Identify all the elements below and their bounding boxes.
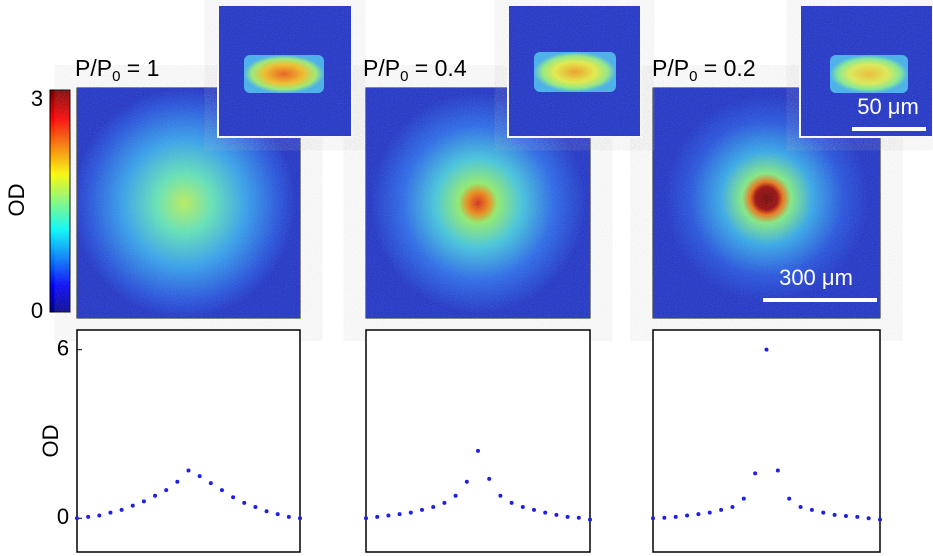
plot-frame	[76, 329, 301, 553]
data-point	[108, 510, 113, 515]
inset-3	[799, 4, 933, 138]
data-point	[208, 481, 213, 486]
data-point	[543, 510, 548, 515]
data-point	[843, 514, 848, 519]
colorbar-label: OD	[4, 184, 29, 217]
data-point	[821, 510, 826, 515]
data-point	[809, 507, 814, 512]
colorbar-min: 0	[31, 298, 43, 323]
y-tick-label: 0	[57, 504, 69, 529]
data-point	[565, 514, 570, 519]
panel-label: P/P0 = 0.4	[363, 55, 467, 85]
data-point	[588, 517, 592, 522]
data-point	[775, 468, 780, 473]
data-point	[707, 510, 712, 515]
data-point	[386, 513, 391, 518]
data-point	[866, 516, 871, 521]
data-point	[264, 509, 269, 514]
data-point	[509, 500, 514, 505]
data-point	[453, 493, 458, 498]
data-point	[662, 515, 667, 520]
inset-2	[507, 4, 642, 138]
colorbar-max: 3	[31, 86, 43, 111]
data-point	[442, 500, 447, 505]
data-point	[498, 493, 503, 498]
data-point	[375, 514, 380, 519]
data-point	[855, 514, 860, 519]
y-axis-label: OD	[38, 425, 63, 458]
data-point	[164, 488, 169, 493]
data-point	[242, 500, 247, 505]
data-point	[197, 474, 202, 479]
data-point	[97, 513, 102, 518]
data-point	[186, 468, 191, 473]
data-point	[520, 505, 525, 510]
inset-1	[217, 4, 353, 138]
data-point	[696, 512, 701, 517]
data-point	[764, 347, 769, 352]
data-point	[719, 507, 724, 512]
panel-label: P/P0 = 0.2	[652, 55, 756, 85]
data-point	[798, 505, 803, 510]
plot-frame	[652, 329, 881, 553]
data-point	[175, 479, 180, 484]
data-point	[397, 512, 402, 517]
data-point	[753, 471, 758, 476]
scale-bar-label: 300 μm	[779, 265, 853, 290]
data-point	[878, 517, 882, 522]
data-point	[487, 476, 492, 481]
data-point	[298, 516, 302, 521]
data-point	[464, 479, 469, 484]
data-point	[787, 496, 792, 501]
data-point	[130, 503, 135, 508]
data-point	[231, 495, 236, 500]
data-point	[75, 516, 79, 521]
data-point	[741, 496, 746, 501]
data-point	[219, 488, 224, 493]
data-point	[832, 512, 837, 517]
scale-bar-label: 50 μm	[857, 94, 919, 119]
data-point	[532, 507, 536, 512]
data-point	[420, 507, 424, 512]
data-point	[141, 499, 146, 504]
data-point	[253, 505, 258, 510]
data-point	[476, 448, 480, 453]
data-point	[286, 514, 291, 519]
y-tick-label: 6	[57, 335, 69, 360]
data-point	[275, 512, 280, 517]
data-point	[431, 505, 436, 510]
data-point	[119, 507, 124, 512]
data-point	[86, 514, 91, 519]
data-point	[364, 516, 368, 521]
data-point	[554, 512, 559, 517]
data-point	[576, 515, 581, 520]
data-point	[651, 516, 655, 521]
data-point	[685, 513, 690, 518]
data-point	[408, 510, 413, 515]
data-point	[730, 505, 735, 510]
plot-frame	[365, 329, 591, 553]
data-point	[673, 514, 678, 519]
data-point	[153, 493, 158, 498]
colorbar	[49, 89, 71, 313]
panel-label: P/P0 = 1	[75, 55, 159, 85]
